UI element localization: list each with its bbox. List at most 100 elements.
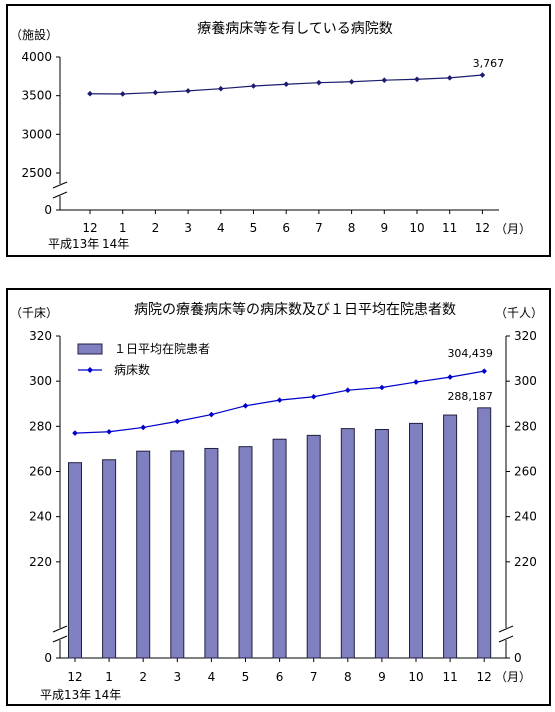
- chart1-point: [446, 75, 453, 81]
- chart2-bar: [477, 407, 492, 659]
- chart2-y-tick-label-left: 0: [44, 651, 52, 665]
- chart2-y-tick-label-right: 260: [514, 465, 537, 479]
- chart1-x-tick-label: 2: [152, 221, 160, 235]
- chart2-beds-point: [413, 379, 419, 385]
- chart2-beds-point: [72, 430, 78, 436]
- chart2-x-tick-label: 3: [173, 670, 181, 684]
- chart1-x-tick-label: 9: [380, 221, 388, 235]
- chart2-x-tick-label: 2: [139, 670, 147, 684]
- chart2-beds-point: [208, 411, 215, 418]
- chart2-bar: [340, 428, 355, 659]
- chart1-y-tick-label: 4000: [21, 50, 52, 64]
- chart2-y-tick-label-right: 240: [514, 510, 537, 524]
- chart2-bar: [136, 450, 151, 659]
- chart2-y-tick-label-right: 320: [514, 329, 537, 343]
- chart1-point: [283, 81, 289, 88]
- chart1-point: [414, 76, 420, 83]
- chart2-beds-point: [276, 397, 283, 403]
- chart2-axis-break-gap: [499, 626, 513, 642]
- chart2-x-tick-label: 9: [378, 670, 386, 684]
- chart1-point: [87, 90, 93, 97]
- chart2-x-tick-label: 8: [344, 670, 352, 684]
- chart2-x-tick-label: 7: [310, 670, 318, 684]
- chart2-bar: [443, 414, 458, 659]
- legend-line-label: 病床数: [114, 362, 150, 377]
- chart1-point: [250, 83, 257, 89]
- chart2-beds-point: [379, 384, 385, 391]
- chart2-bar: [102, 459, 117, 659]
- chart2-y-tick-label-left: 320: [29, 329, 52, 343]
- chart2-x-tick-label: 4: [208, 670, 216, 684]
- chart1-y-tick-label: 2500: [21, 166, 52, 180]
- chart2-bar: [68, 462, 82, 659]
- chart2-data-label: 288,187: [447, 390, 493, 403]
- chart1-x-unit: （月）: [495, 222, 531, 236]
- chart2-bar: [272, 438, 287, 659]
- chart2-x-tick-label: 12: [67, 670, 82, 684]
- chart2-beds-point: [447, 374, 453, 380]
- chart2-ylabel-right: （千人）: [495, 306, 543, 320]
- chart2-beds-point: [106, 428, 112, 435]
- chart1-y-tick-label: 3000: [21, 127, 52, 141]
- chart1-x-tick-label: 11: [442, 221, 457, 235]
- chart2-legend: １日平均在院患者 病床数: [77, 342, 210, 377]
- chart1-x-tick-label: 8: [348, 221, 356, 235]
- chart1-title: 療養病床等を有している病院数: [197, 20, 393, 37]
- chart1-point: [119, 91, 126, 97]
- chart2-y-tick-label-left: 220: [29, 555, 52, 569]
- chart1-point: [152, 89, 159, 96]
- chart2-beds-point: [174, 418, 181, 425]
- chart2-axis-break-mark: [52, 635, 68, 643]
- chart2-bar: [409, 422, 423, 659]
- chart2-y-tick-label-right: 0: [514, 651, 522, 665]
- legend-bar-label: １日平均在院患者: [114, 342, 210, 356]
- chart2-y-tick-label-right: 300: [514, 374, 537, 388]
- chart2-y-tick-label-right: 280: [514, 419, 537, 433]
- beds-patients-chart-panel: 病院の療養病床等の病床数及び１日平均在院患者数 （千床） （千人） （月） 平成…: [6, 288, 551, 706]
- chart2-beds-point: [140, 424, 146, 431]
- chart1-point: [185, 88, 191, 94]
- chart1-point: [316, 79, 322, 86]
- chart1-x-tick-label: 5: [250, 221, 258, 235]
- chart2-y-tick-label-left: 260: [29, 465, 52, 479]
- chart1-x-tick-label: 12: [475, 221, 490, 235]
- chart2-bar: [306, 434, 321, 659]
- chart1-x-tick-label: 1: [119, 221, 127, 235]
- chart2-x-unit: （月）: [495, 670, 531, 684]
- chart2-x-tick-label: 12: [477, 670, 492, 684]
- chart1-point: [381, 77, 388, 83]
- chart2-beds-point: [345, 387, 351, 393]
- chart1-axis-break-mark: [52, 191, 68, 199]
- chart2-x-tick-label: 1: [105, 670, 113, 684]
- hospitals-chart-panel: 療養病床等を有している病院数 （施設） （月） 平成13年 14年 4000 35…: [6, 4, 551, 257]
- chart2-beds-point: [481, 368, 487, 374]
- chart2-x-tick-label: 11: [442, 670, 457, 684]
- chart1-x-tick-label: 6: [282, 221, 290, 235]
- chart2-x-tick-label: 5: [242, 670, 250, 684]
- chart1-point: [218, 85, 224, 92]
- chart2-bar: [170, 450, 185, 659]
- chart1-x-tick-label: 7: [315, 221, 323, 235]
- chart1-x-tick-label: 4: [217, 221, 225, 235]
- chart1-point: [479, 72, 486, 78]
- legend-line-marker: [87, 367, 93, 373]
- chart2-era-label-1: 平成13年: [40, 688, 91, 702]
- chart1-era-label-2: 14年: [102, 237, 129, 251]
- chart1-x-tick-label: 10: [409, 221, 424, 235]
- chart2-x-tick-label: 10: [408, 670, 423, 684]
- chart2-y-tick-label-left: 300: [29, 374, 52, 388]
- chart1-era-label-1: 平成13年: [48, 237, 99, 251]
- chart2-axis-break-mark: [498, 625, 514, 633]
- chart2-y-tick-label-left: 280: [29, 419, 52, 433]
- chart1-point: [348, 78, 355, 85]
- chart1-axis-break-gap: [53, 182, 67, 198]
- chart1-data-label: 3,767: [473, 57, 505, 70]
- chart2-axis-break-gap: [53, 626, 67, 642]
- chart2-axis-break-mark: [498, 635, 514, 643]
- chart1-axis-break-mark: [52, 181, 68, 189]
- beds-patients-combo-chart: 病院の療養病床等の病床数及び１日平均在院患者数 （千床） （千人） （月） 平成…: [10, 301, 543, 702]
- chart2-bar: [204, 447, 219, 659]
- chart2-beds-point: [310, 393, 317, 400]
- chart2-bar: [238, 446, 253, 659]
- chart1-x-tick-label: 3: [184, 221, 192, 235]
